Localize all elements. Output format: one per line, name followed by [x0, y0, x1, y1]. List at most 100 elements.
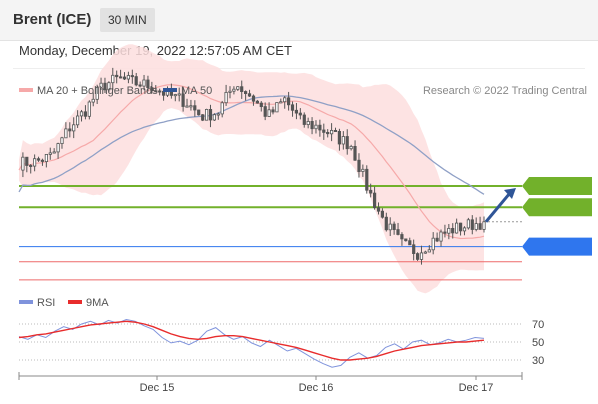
candle-body: [247, 93, 252, 97]
timeframe-button[interactable]: 30 MIN: [100, 8, 155, 32]
candle-body: [259, 102, 263, 107]
candle-body: [361, 168, 365, 172]
price-legend: MA 20 + Bollinger Bands MA 50 Research ©…: [19, 85, 587, 97]
candle-body: [329, 129, 334, 135]
candle-body: [204, 109, 209, 121]
candle-body: [220, 102, 224, 115]
candle-body: [415, 253, 420, 260]
candle-body: [158, 90, 162, 93]
candle-body: [408, 240, 412, 246]
candle-body: [431, 237, 435, 251]
candle-body: [177, 93, 181, 96]
candle-body: [341, 136, 345, 145]
candle-body: [60, 137, 64, 145]
candle-body: [29, 164, 33, 167]
candle-body: [134, 76, 138, 86]
candle-body: [279, 101, 283, 104]
candle-body: [435, 237, 439, 242]
candle-body: [365, 168, 369, 191]
candle-body: [286, 97, 291, 106]
projection-arrow-shaft: [484, 192, 512, 223]
candle-body: [87, 101, 91, 117]
candle-body: [126, 75, 130, 80]
candle-body: [154, 90, 158, 93]
rsi-tick-label: 50: [532, 337, 544, 349]
legend-label-ma20: MA 20 + Bollinger Bands: [37, 85, 158, 97]
candle-body: [150, 87, 154, 92]
candle-body: [470, 219, 474, 230]
candles-layer: [21, 67, 516, 265]
legend-swatch-9ma: [68, 300, 82, 304]
candle-body: [482, 221, 486, 230]
candle-body: [181, 93, 185, 107]
candle-body: [142, 79, 146, 87]
level-labels-layer: [522, 177, 592, 256]
candle-body: [79, 111, 84, 117]
time-axis: Dec 15 Dec 16 Dec 17: [18, 372, 523, 394]
time-tick-label: Dec 17: [459, 382, 494, 394]
candle-body: [212, 114, 216, 121]
candle-body: [357, 159, 361, 172]
candle-body: [189, 105, 193, 108]
candle-body: [380, 210, 385, 218]
candle-body: [372, 192, 377, 209]
legend-label-rsi: RSI: [37, 297, 55, 309]
candle-body: [462, 227, 467, 232]
candle-body: [454, 222, 459, 234]
timestamp: Monday, December 19, 2022 12:57:05 AM CE…: [19, 43, 292, 58]
moving-average-layer: [18, 84, 485, 240]
candle-body: [283, 97, 287, 103]
candle-body: [271, 109, 275, 113]
candle-body: [122, 76, 127, 80]
candle-body: [302, 114, 306, 125]
candle-body: [21, 156, 25, 171]
projection-arrow-head: [504, 188, 516, 199]
rsi-panel: 70 50 30: [18, 318, 544, 368]
candle-body: [294, 109, 299, 114]
candle-body: [419, 252, 424, 260]
legend-label-ma50: MA 50: [181, 85, 212, 97]
candle-body: [447, 227, 451, 234]
candle-body: [451, 227, 455, 234]
legend-swatch-ma20: [19, 88, 33, 92]
bollinger-band-layer: [19, 44, 484, 294]
candle-body: [478, 223, 482, 230]
candle-body: [52, 151, 56, 154]
candle-body: [95, 87, 99, 100]
candle-body: [306, 121, 310, 126]
candle-body: [208, 109, 213, 121]
candle-body: [33, 158, 37, 167]
candle-body: [40, 159, 45, 162]
chart-header: Brent (ICE) 30 MIN: [0, 0, 598, 41]
bollinger-band: [19, 44, 484, 294]
candle-body: [115, 74, 119, 78]
candle-body: [107, 82, 111, 91]
candle-body: [263, 106, 267, 117]
candle-body: [326, 131, 330, 135]
candle-body: [255, 100, 260, 104]
candle-body: [72, 124, 76, 132]
candle-body: [353, 145, 357, 161]
candle-body: [103, 82, 107, 91]
candle-body: [99, 82, 103, 88]
candle-body: [64, 128, 68, 139]
candle-body: [298, 112, 302, 116]
candle-body: [138, 84, 142, 87]
rsi-legend: RSI 9MA: [19, 297, 109, 309]
candle-body: [240, 86, 244, 92]
legend-swatch-ma50: [163, 88, 177, 92]
level-tag-resistance: [522, 198, 592, 217]
candle-body: [474, 223, 478, 230]
candle-body: [423, 251, 428, 254]
rsi-ma-line: [18, 320, 485, 361]
ma20-line: [18, 84, 485, 240]
candle-body: [404, 238, 408, 242]
candle-body: [130, 75, 134, 78]
candle-body: [251, 95, 256, 102]
candle-body: [458, 222, 463, 232]
candle-body: [68, 128, 72, 132]
candle-body: [412, 244, 416, 255]
level-tag-pivot: [522, 237, 592, 256]
candle-body: [236, 86, 240, 90]
candle-body: [376, 207, 381, 212]
